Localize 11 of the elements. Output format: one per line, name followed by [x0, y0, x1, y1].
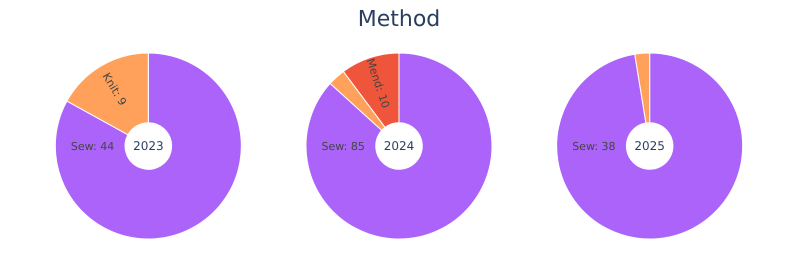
text: 2023: [133, 139, 164, 154]
slice-label: Mend: 10: [364, 56, 392, 110]
text: 2024: [384, 139, 414, 154]
chart-title: Method: [358, 7, 440, 32]
donut-slice: [54, 52, 242, 240]
text: 2025: [634, 139, 665, 154]
slice-label: Sew: 38: [572, 140, 616, 153]
slice-label: Sew: 85: [322, 140, 365, 153]
donut-slice: [306, 52, 492, 240]
slice-label: Sew: 44: [70, 140, 114, 153]
donut-slice: [556, 52, 744, 240]
